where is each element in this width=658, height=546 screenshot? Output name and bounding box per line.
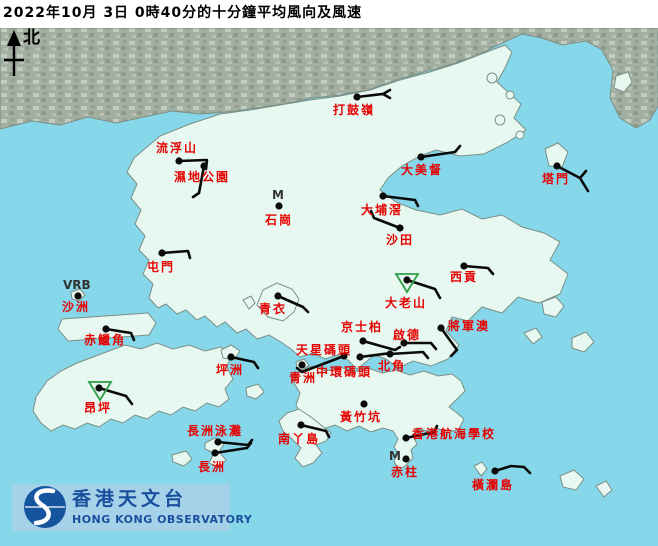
station-dot bbox=[379, 192, 387, 200]
station-dot bbox=[297, 421, 305, 429]
wind-barb bbox=[388, 350, 430, 360]
mainland-china-area bbox=[0, 27, 658, 130]
lantau-island-area bbox=[32, 342, 234, 432]
station-dot bbox=[491, 467, 499, 475]
north-label: 北 bbox=[23, 28, 40, 48]
station-dot bbox=[214, 438, 222, 446]
station-dot bbox=[460, 262, 468, 270]
station-dot bbox=[402, 455, 410, 463]
station-dot bbox=[298, 361, 306, 369]
wind-barb bbox=[404, 424, 439, 440]
page-title: 2022年10月 3日 0時40分的十分鐘平均風向及風速 bbox=[3, 5, 363, 21]
station-dot bbox=[356, 353, 364, 361]
outlying-islands bbox=[70, 71, 633, 498]
station-dot bbox=[102, 325, 110, 333]
station-dot bbox=[227, 353, 235, 361]
station-dot bbox=[553, 162, 561, 170]
station-dot bbox=[359, 337, 367, 345]
station-dot bbox=[402, 434, 410, 442]
wind-barb bbox=[276, 294, 310, 314]
wind-barb bbox=[358, 351, 393, 359]
station-dot bbox=[158, 249, 166, 257]
station-dot bbox=[340, 352, 348, 360]
station-dot bbox=[396, 224, 404, 232]
wind-barb bbox=[405, 278, 442, 300]
wind-barb bbox=[104, 327, 136, 342]
wind-barb bbox=[381, 194, 420, 208]
wind-barb bbox=[229, 355, 260, 370]
station-dot bbox=[275, 202, 283, 210]
triangle-station-icon bbox=[394, 273, 420, 294]
triangle-station-icon bbox=[87, 381, 113, 402]
wind-barb bbox=[419, 144, 462, 159]
station-dot bbox=[360, 400, 368, 408]
wind-barb bbox=[97, 386, 134, 406]
station-dot bbox=[175, 157, 183, 165]
wind-barb bbox=[381, 92, 392, 100]
station-dot bbox=[417, 153, 425, 161]
logo-name-en: HONG KONG OBSERVATORY bbox=[72, 513, 253, 526]
wind-barb bbox=[369, 209, 402, 230]
new-territories-area bbox=[126, 44, 569, 370]
wind-barb bbox=[299, 423, 331, 439]
wind-barb bbox=[402, 341, 438, 351]
station-dot bbox=[353, 93, 361, 101]
station-dot bbox=[400, 339, 408, 347]
hong-kong-island-area bbox=[293, 365, 466, 471]
station-dot bbox=[437, 324, 445, 332]
title-band bbox=[0, 0, 658, 28]
station-dot bbox=[95, 384, 103, 392]
station-dot bbox=[403, 276, 411, 284]
hko-logo: 香港天文台 HONG KONG OBSERVATORY bbox=[12, 484, 253, 531]
wind-barb bbox=[361, 339, 402, 352]
wind-barb bbox=[191, 164, 206, 199]
station-dot bbox=[274, 292, 282, 300]
station-dot bbox=[386, 350, 394, 358]
wind-barb bbox=[295, 354, 346, 374]
wind-barb bbox=[462, 264, 495, 276]
wind-barb bbox=[213, 441, 253, 455]
station-dot bbox=[74, 292, 82, 300]
logo-name-zh: 香港天文台 bbox=[71, 487, 187, 510]
station-dot bbox=[211, 449, 219, 457]
wind-barb bbox=[578, 169, 588, 180]
station-dot bbox=[200, 162, 208, 170]
wind-barb bbox=[439, 326, 459, 358]
wind-barb bbox=[160, 249, 192, 260]
wind-barb bbox=[493, 464, 532, 475]
north-arrow-icon bbox=[4, 30, 24, 76]
